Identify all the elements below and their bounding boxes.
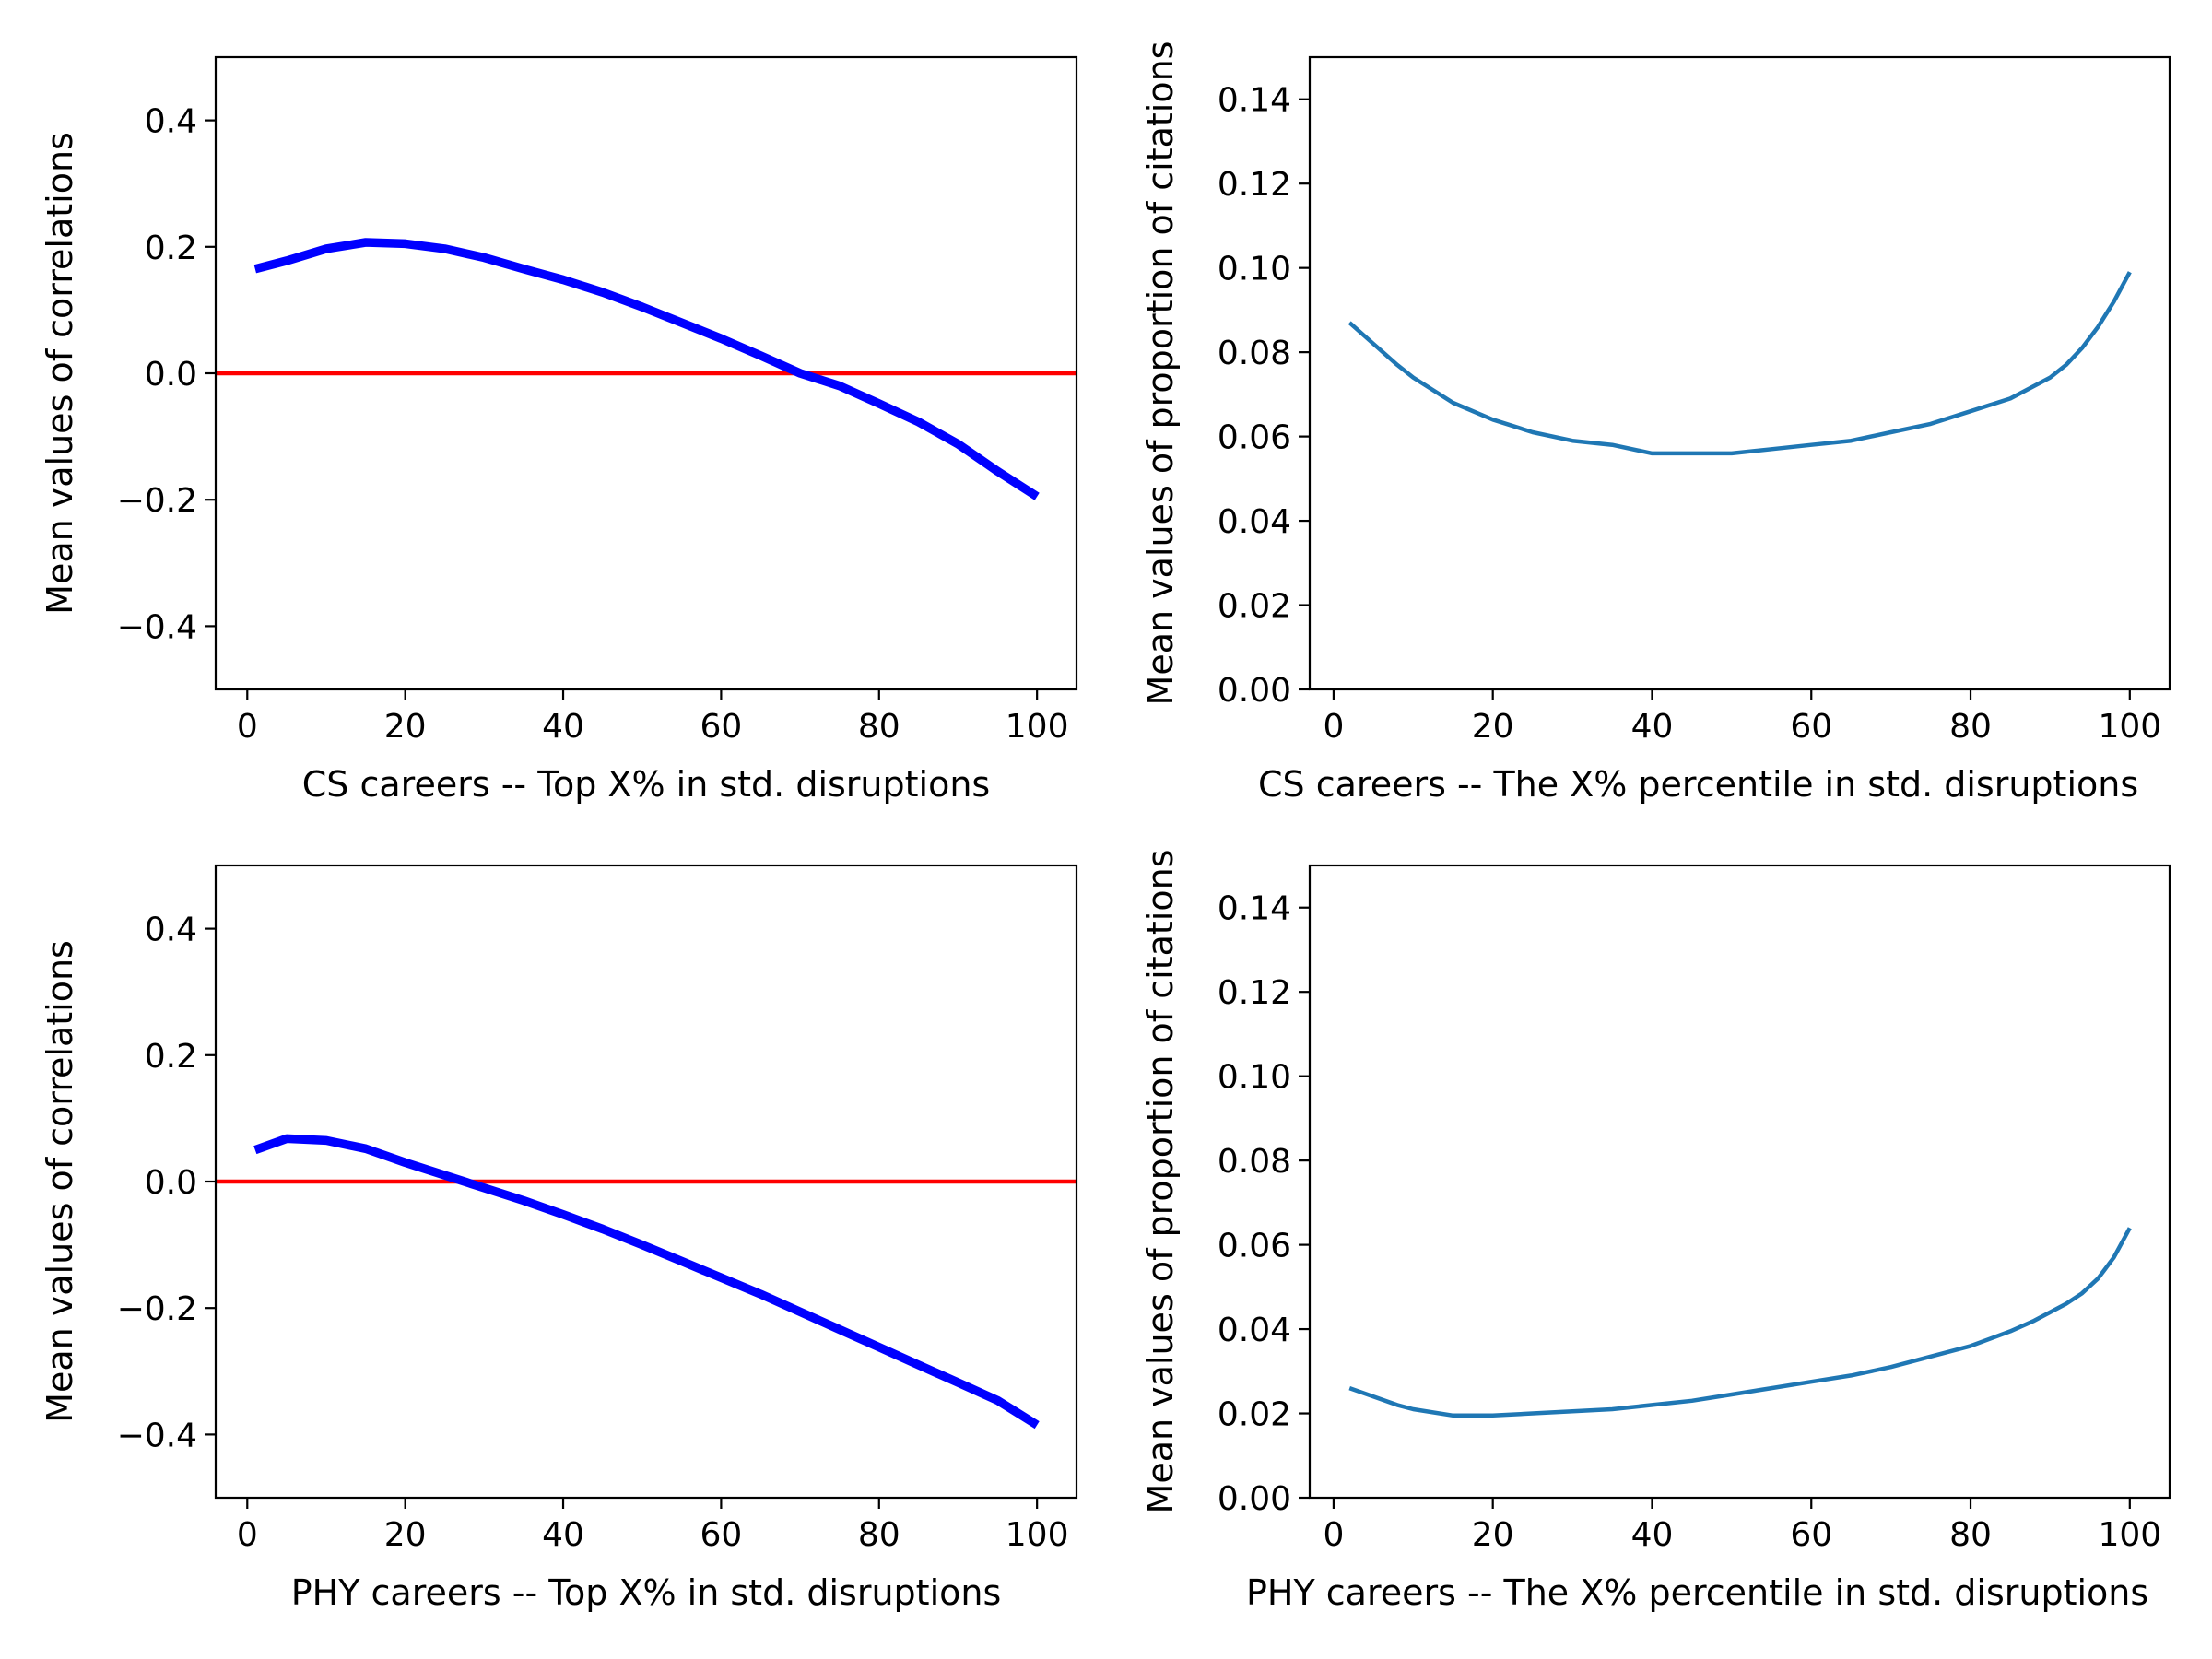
x-tick-label: 40	[1631, 1516, 1674, 1554]
panel-cs-citations: 0 20 40 60 80 100 0.00 0.02 0.04 0.06 0.08 0.10 0.12…	[1140, 41, 2171, 805]
y-tick-label: 0.04	[1218, 1312, 1291, 1349]
x-tick-label: 0	[1323, 708, 1344, 746]
y-tick-label: 0.2	[145, 1038, 197, 1076]
y-tick-label: −0.4	[117, 608, 197, 646]
x-axis-label: CS careers -- Top X% in std. disruptions	[302, 764, 990, 805]
panel-cs-correlations: 0 20 40 60 80 100 −0.4 −0.2 0.0 0.2 0.4 CS careers…	[40, 55, 1078, 805]
y-tick-label: 0.00	[1218, 1480, 1291, 1518]
panel-phy-correlations: 0 20 40 60 80 100 −0.4 −0.2 0.0 0.2 0.4 PHY career…	[40, 864, 1078, 1613]
y-axis-label: Mean values of correlations	[40, 940, 80, 1423]
x-tick-label: 40	[542, 1516, 584, 1554]
y-axis-label: Mean values of correlations	[40, 132, 80, 615]
y-tick-label: 0.08	[1218, 1143, 1291, 1181]
tick-labels: 0 20 40 60 80 100 −0.4 −0.2 0.0 0.2 0.4	[117, 912, 1069, 1554]
y-tick-label: 0.14	[1218, 82, 1291, 120]
y-tick-label: 0.2	[145, 229, 197, 267]
y-tick-label: 0.10	[1218, 1059, 1291, 1097]
x-tick-label: 100	[1006, 708, 1069, 746]
y-tick-label: 0.0	[145, 356, 197, 394]
series-line	[253, 1134, 1040, 1430]
x-tick-label: 0	[1323, 1516, 1344, 1554]
x-tick-label: 80	[1949, 1516, 1992, 1554]
tick-marks	[1299, 98, 2131, 700]
tick-marks	[1299, 906, 2131, 1509]
y-tick-label: 0.00	[1218, 672, 1291, 710]
axes-frame	[1308, 55, 2171, 691]
plot-area	[216, 238, 1077, 500]
y-tick-label: 0.0	[145, 1164, 197, 1202]
y-tick-label: 0.04	[1218, 503, 1291, 541]
x-tick-label: 80	[858, 1516, 900, 1554]
series-line	[253, 238, 1040, 500]
x-tick-label: 40	[542, 708, 584, 746]
y-tick-label: 0.06	[1218, 419, 1291, 457]
y-tick-label: 0.14	[1218, 890, 1291, 928]
tick-marks	[205, 927, 1039, 1509]
x-tick-label: 20	[384, 1516, 427, 1554]
y-tick-label: −0.2	[117, 482, 197, 520]
x-tick-label: 100	[2098, 1516, 2161, 1554]
x-tick-label: 60	[700, 1516, 742, 1554]
tick-marks	[205, 119, 1039, 700]
x-axis-label: PHY careers -- The X% percentile in std.…	[1246, 1572, 2148, 1613]
y-tick-label: −0.4	[117, 1417, 197, 1454]
y-tick-label: 0.12	[1218, 974, 1291, 1012]
x-tick-label: 60	[1790, 1516, 1832, 1554]
plot-area	[1348, 1227, 2132, 1418]
y-tick-label: 0.06	[1218, 1228, 1291, 1265]
panel-phy-citations: 0 20 40 60 80 100 0.00 0.02 0.04 0.06 0.08 0.10 0.12…	[1140, 850, 2171, 1613]
x-tick-label: 60	[1790, 708, 1832, 746]
x-tick-label: 100	[1006, 1516, 1069, 1554]
x-tick-label: 0	[237, 708, 258, 746]
y-tick-label: 0.4	[145, 912, 197, 949]
plot-area	[1347, 271, 2132, 456]
x-tick-label: 80	[1949, 708, 1992, 746]
y-axis-label: Mean values of proportion of citations	[1140, 850, 1181, 1514]
x-axis-label: PHY careers -- Top X% in std. disruption…	[291, 1572, 1002, 1613]
tick-labels: 0 20 40 60 80 100 −0.4 −0.2 0.0 0.2 0.4	[117, 103, 1069, 746]
series-line	[1348, 1227, 2132, 1418]
y-tick-label: 0.12	[1218, 166, 1291, 204]
y-tick-label: −0.2	[117, 1290, 197, 1328]
x-tick-label: 20	[384, 708, 427, 746]
x-tick-label: 20	[1472, 1516, 1514, 1554]
x-tick-label: 20	[1472, 708, 1514, 746]
y-tick-label: 0.02	[1218, 588, 1291, 626]
tick-labels: 0 20 40 60 80 100 0.00 0.02 0.04 0.06 0.08 0.10 0.12…	[1218, 82, 2161, 746]
plot-area	[216, 1134, 1077, 1430]
y-tick-label: 0.02	[1218, 1396, 1291, 1434]
x-tick-label: 60	[700, 708, 742, 746]
y-tick-label: 0.10	[1218, 251, 1291, 288]
y-axis-label: Mean values of proportion of citations	[1140, 41, 1181, 706]
tick-labels: 0 20 40 60 80 100 0.00 0.02 0.04 0.06 0.08 0.10 0.12…	[1218, 890, 2161, 1554]
axes-frame	[1308, 864, 2171, 1500]
x-axis-label: CS careers -- The X% percentile in std. …	[1258, 764, 2138, 805]
x-tick-label: 80	[858, 708, 900, 746]
y-tick-label: 0.08	[1218, 335, 1291, 372]
axes-frame	[214, 864, 1078, 1500]
x-tick-label: 100	[2098, 708, 2161, 746]
y-tick-label: 0.4	[145, 103, 197, 141]
x-tick-label: 0	[237, 1516, 258, 1554]
series-line	[1347, 271, 2132, 456]
axes-frame	[214, 55, 1078, 691]
x-tick-label: 40	[1631, 708, 1674, 746]
